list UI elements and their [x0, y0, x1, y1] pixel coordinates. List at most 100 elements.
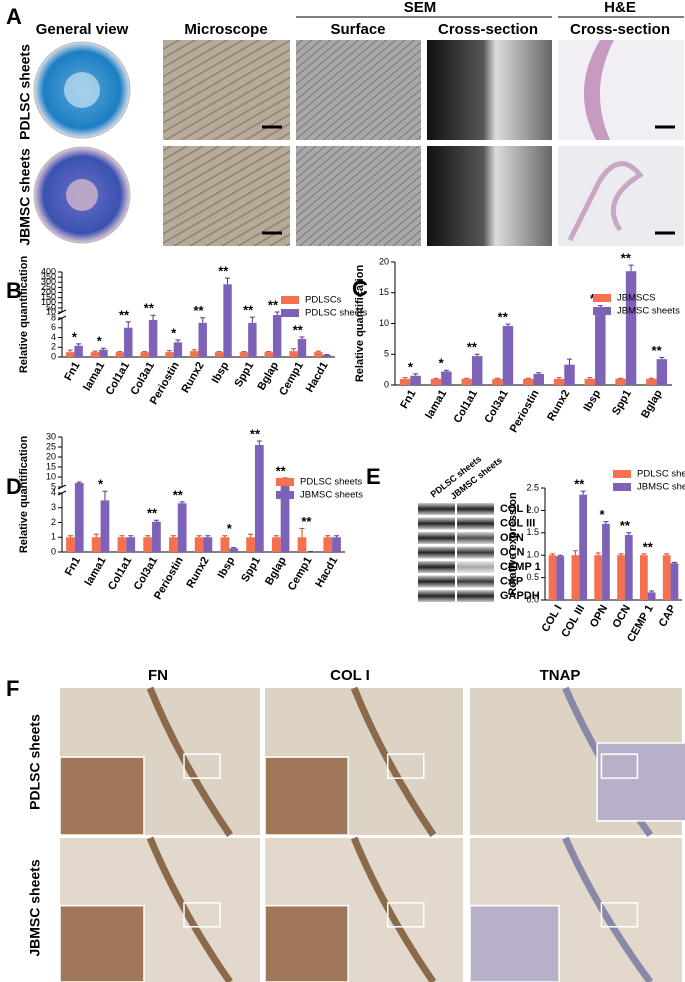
y-tick-label: 350	[41, 272, 56, 282]
ihc-tissue	[350, 836, 437, 982]
significance: *	[97, 334, 103, 349]
significance: *	[171, 325, 177, 340]
x-tick-label: Fn1	[63, 555, 83, 578]
bar	[203, 537, 213, 552]
band-label: COL I	[500, 503, 529, 515]
bar	[624, 535, 633, 600]
column-header: Cross-section	[570, 21, 670, 38]
bar	[430, 378, 442, 385]
error-bar	[76, 481, 82, 483]
legend-label: PDLSCs	[305, 295, 342, 306]
x-tick-label: Periostin	[508, 388, 542, 435]
significance: **	[620, 518, 631, 533]
bar	[564, 364, 575, 385]
significance: **	[498, 310, 509, 325]
error-bar	[649, 590, 655, 593]
y-tick-label: 1.5	[526, 527, 539, 537]
bar	[229, 548, 238, 552]
error-bar	[664, 553, 670, 556]
bar	[584, 378, 596, 385]
y-tick-label: 15	[46, 461, 56, 471]
ihc-inset	[59, 756, 145, 836]
x-tick-label: Bglap	[639, 388, 665, 421]
bar	[239, 352, 249, 357]
error-bar	[315, 350, 321, 353]
y-axis-label: Relative expression	[507, 492, 519, 596]
y-tick-label: 0.5	[526, 572, 539, 582]
error-bar	[628, 264, 634, 272]
bar	[66, 537, 75, 552]
column-header: COL I	[330, 667, 370, 684]
x-tick-label: Runx2	[545, 388, 572, 423]
band-label: COL III	[500, 517, 535, 529]
significance: **	[250, 426, 261, 441]
ihc-tissue	[146, 836, 233, 982]
significance: **	[652, 343, 663, 358]
error-bar	[618, 553, 624, 556]
column-header: General view	[36, 21, 129, 38]
bar	[190, 351, 199, 357]
group-header: H&E	[604, 0, 636, 16]
ihc-inset	[264, 904, 349, 982]
y-axis-label: Relative quantification	[18, 436, 30, 554]
x-tick-label: OPN	[588, 603, 610, 630]
error-bar	[671, 561, 677, 564]
error-bar	[128, 535, 134, 538]
column-header: Microscope	[184, 21, 267, 38]
ihc-tissue	[146, 686, 233, 837]
error-bar	[67, 535, 73, 538]
bar	[173, 342, 183, 357]
bar	[194, 537, 204, 552]
significance: *	[72, 329, 78, 344]
sem-image	[296, 40, 421, 140]
error-bar	[248, 533, 254, 538]
bar	[656, 359, 668, 385]
bar	[548, 555, 557, 600]
x-tick-label: Col3a1	[132, 555, 160, 592]
significance: **	[193, 303, 204, 318]
significance: **	[147, 506, 158, 521]
error-bar	[153, 519, 159, 522]
error-bar	[200, 317, 206, 323]
error-bar	[626, 532, 632, 536]
bar	[602, 523, 610, 600]
bar	[220, 537, 230, 552]
significance: **	[293, 322, 304, 337]
y-tick-label: 4	[51, 487, 56, 497]
error-bar	[273, 535, 279, 538]
ihc-roi	[183, 753, 221, 779]
ihc-roi	[183, 902, 221, 928]
error-bar	[580, 490, 586, 495]
row-label: PDLSC sheets	[17, 44, 33, 140]
panel-label: A	[6, 4, 22, 29]
significance: *	[439, 356, 445, 371]
bar	[198, 322, 207, 357]
legend-swatch	[281, 309, 299, 317]
legend-label: PDLSC sheets	[305, 308, 368, 319]
error-bar	[119, 535, 125, 538]
significance: *	[408, 359, 414, 374]
bar	[248, 322, 257, 357]
panel-label: D	[6, 474, 22, 499]
ihc-roi	[600, 902, 639, 928]
x-tick-label: CAP	[657, 603, 679, 629]
significance: **	[301, 514, 312, 529]
bar	[297, 338, 307, 357]
y-tick-label: 25	[46, 441, 56, 451]
legend-swatch	[276, 491, 294, 499]
error-bar	[299, 527, 305, 538]
legend-label: PDLSC sheets	[300, 477, 363, 488]
error-bar	[76, 343, 82, 346]
y-axis-label: Relative quantification	[18, 256, 30, 374]
error-bar	[179, 501, 185, 504]
x-tick-label: Col1a1	[106, 555, 134, 592]
bar	[143, 537, 153, 552]
band-label: GAPDH	[500, 590, 540, 602]
panel-label: F	[6, 676, 19, 701]
error-bar	[567, 358, 573, 365]
bar	[441, 371, 452, 385]
bar	[670, 563, 679, 600]
bar	[594, 555, 603, 600]
